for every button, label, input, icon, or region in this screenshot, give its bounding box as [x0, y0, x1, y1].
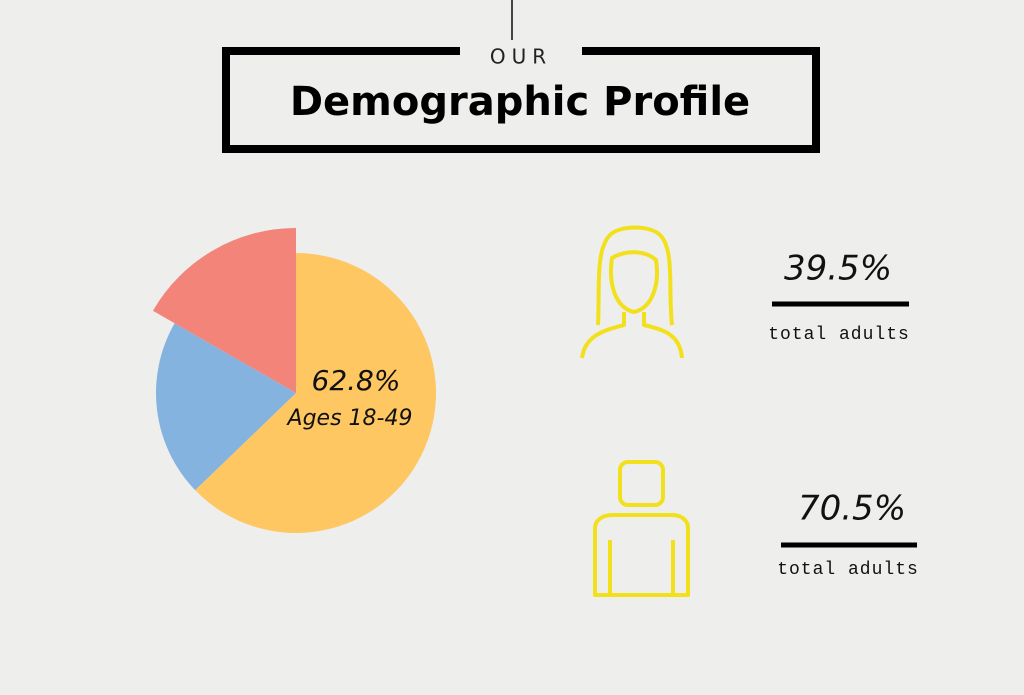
stat-label: total adults	[777, 560, 919, 580]
stat-value: 39.5%	[784, 249, 892, 289]
man-icon	[593, 460, 690, 597]
stat-label: total adults	[768, 325, 910, 345]
woman-icon	[580, 225, 684, 359]
slice-value: 62.8%	[312, 364, 401, 397]
slice-label: Ages 18-49	[286, 406, 413, 431]
stat-value: 70.5%	[798, 489, 906, 529]
pie-slice	[156, 323, 296, 491]
kicker: OUR	[490, 45, 552, 69]
pie-slice	[152, 228, 296, 393]
title: Demographic Profile	[290, 79, 750, 125]
pie-chart: 62.8% Ages 18-49	[152, 228, 436, 533]
title-frame	[222, 47, 820, 153]
pie-slice	[195, 253, 436, 533]
